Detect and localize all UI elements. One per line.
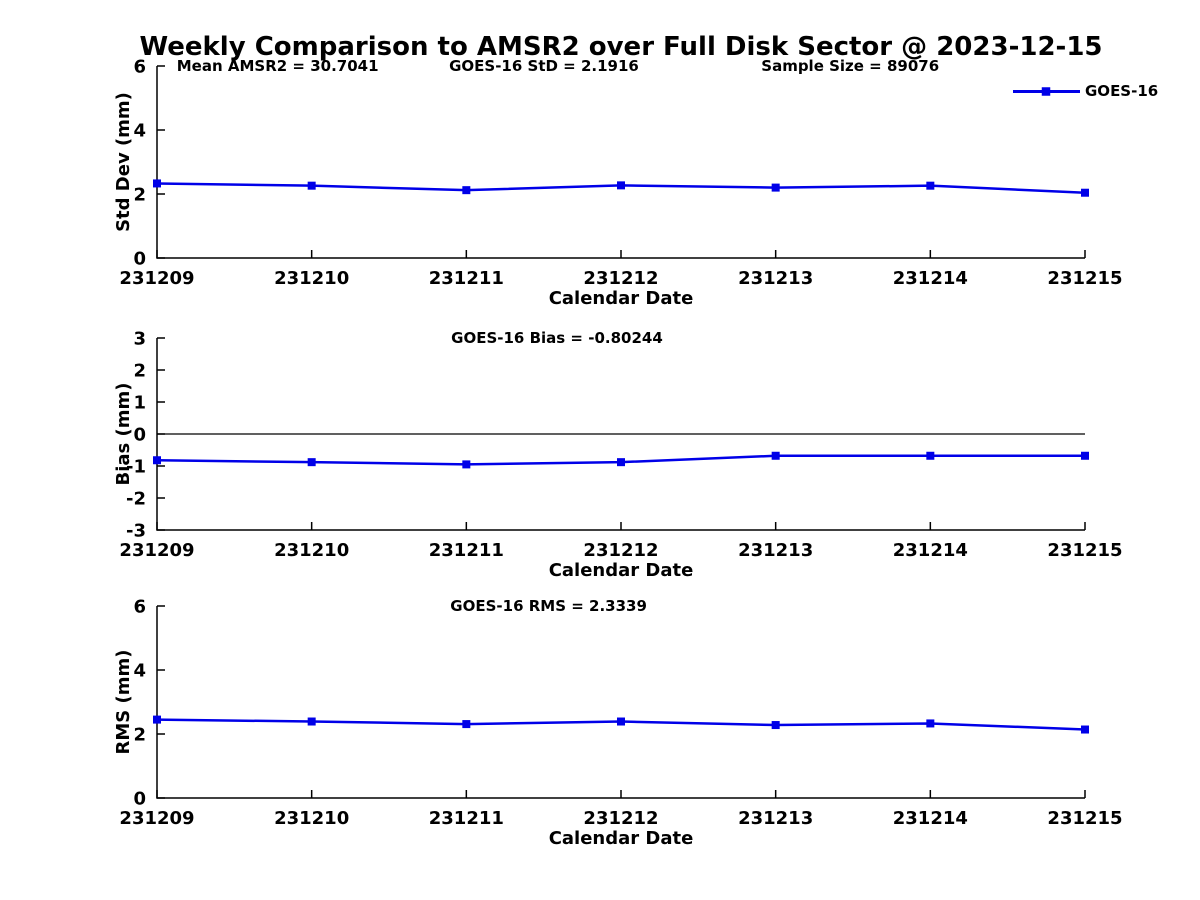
legend: GOES-16 (1013, 82, 1158, 100)
subplot-bias: -3 -2 -1 0 1 2 3 231209 231210 231211 231212 231213… (113, 329, 1123, 582)
y-tick-label: 0 (133, 249, 146, 270)
x-tick-label: 231211 (429, 540, 504, 561)
annotation-text: Sample Size = 89076 (761, 57, 939, 75)
x-tick-label: 231209 (119, 808, 194, 829)
data-point-marker (617, 181, 625, 190)
x-tick-label: 231213 (738, 808, 813, 829)
x-tick-label: 231210 (274, 268, 349, 289)
x-axis-label: Calendar Date (549, 288, 694, 309)
data-point-marker (462, 460, 471, 469)
data-point-marker (771, 183, 780, 192)
x-tick-label: 231211 (429, 808, 504, 829)
data-point-marker (462, 186, 471, 195)
x-tick-label: 231209 (119, 268, 194, 289)
data-point-marker (153, 456, 161, 465)
subplot-rms: 0 2 4 6 231209 231210 231211 231212 231213 231214… (113, 597, 1123, 850)
x-tick-label: 231213 (738, 540, 813, 561)
y-tick-label: 2 (133, 361, 146, 382)
legend-marker-icon (1041, 86, 1051, 96)
data-point-marker (926, 451, 935, 460)
y-tick-label: 0 (133, 789, 146, 810)
y-axis-label: Std Dev (mm) (113, 92, 134, 232)
y-tick-label: -1 (126, 457, 146, 478)
data-point-marker (153, 179, 161, 188)
x-tick-label: 231210 (274, 808, 349, 829)
axis-frame (156, 606, 1085, 799)
data-point-marker (1081, 188, 1089, 197)
y-tick-label: -2 (126, 489, 146, 510)
data-point-marker (153, 715, 161, 724)
data-point-marker (462, 720, 471, 729)
legend-line-sample (1013, 86, 1080, 96)
y-axis-label: RMS (mm) (113, 650, 134, 755)
y-tick-label: 2 (133, 725, 146, 746)
y-tick-label: 6 (133, 57, 146, 78)
data-point-marker (1081, 725, 1089, 734)
y-tick-label: 2 (133, 185, 146, 206)
x-tick-label: 231214 (893, 540, 968, 561)
y-tick-label: 4 (133, 121, 146, 142)
y-tick-label: 6 (133, 597, 146, 618)
x-tick-label: 231214 (893, 808, 968, 829)
data-point-marker (1081, 451, 1089, 460)
data-point-marker (771, 721, 780, 730)
y-axis-label: Bias (mm) (113, 383, 134, 486)
x-tick-label: 231211 (429, 268, 504, 289)
annotation-text: Mean AMSR2 = 30.7041 (177, 57, 379, 75)
axis-frame (156, 66, 1085, 259)
x-tick-label: 231215 (1047, 268, 1122, 289)
x-axis-label: Calendar Date (549, 828, 694, 849)
x-tick-label: 231209 (119, 540, 194, 561)
legend-label: GOES-16 (1085, 82, 1159, 100)
y-tick-label: 3 (133, 329, 146, 350)
x-axis-label: Calendar Date (549, 560, 694, 581)
x-tick-label: 231215 (1047, 540, 1122, 561)
x-tick-label: 231212 (583, 540, 658, 561)
data-point-marker (617, 458, 625, 467)
x-tick-label: 231213 (738, 268, 813, 289)
y-tick-label: -3 (126, 521, 146, 542)
annotation-text: GOES-16 StD = 2.1916 (449, 57, 639, 75)
figure-title: Weekly Comparison to AMSR2 over Full Dis… (139, 32, 1103, 62)
data-point-marker (926, 181, 935, 190)
y-tick-label: 0 (133, 425, 146, 446)
data-point-marker (617, 717, 625, 726)
data-point-marker (307, 458, 316, 467)
annotation-text: GOES-16 Bias = -0.80244 (451, 329, 663, 347)
data-point-marker (771, 451, 780, 460)
x-tick-label: 231214 (893, 268, 968, 289)
x-tick-label: 231212 (583, 268, 658, 289)
x-tick-label: 231215 (1047, 808, 1122, 829)
x-tick-label: 231210 (274, 540, 349, 561)
subplot-stddev: 0 2 4 6 231209 231210 231211 231212 231213 231214… (113, 57, 1123, 310)
annotation-text: GOES-16 RMS = 2.3339 (450, 597, 647, 615)
x-tick-label: 231212 (583, 808, 658, 829)
y-tick-label: 1 (133, 393, 146, 414)
data-point-marker (307, 717, 316, 726)
data-point-marker (307, 181, 316, 190)
data-point-marker (926, 719, 935, 728)
y-tick-label: 4 (133, 661, 146, 682)
